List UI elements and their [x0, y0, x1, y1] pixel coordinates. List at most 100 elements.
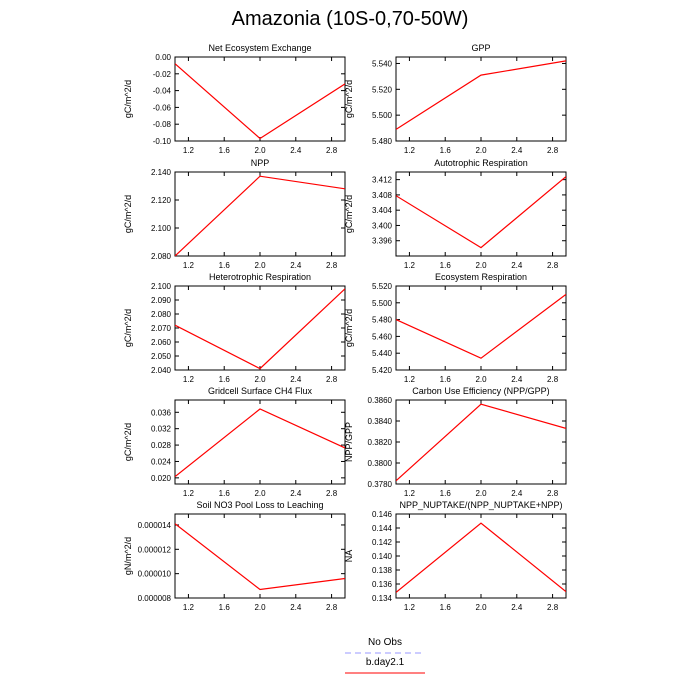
y-tick-label: 5.480 — [372, 316, 393, 325]
series-line — [396, 176, 566, 249]
y-tick-label: 5.460 — [372, 332, 393, 341]
legend-label: b.day2.1 — [366, 657, 405, 668]
x-tick-label: 2.0 — [475, 146, 487, 155]
x-tick-label: 2.8 — [547, 146, 559, 155]
y-tick-label: 0.134 — [372, 594, 393, 603]
y-axis-label: gC/m^2/d — [123, 195, 133, 233]
series-line — [175, 175, 345, 256]
panel-title: NPP — [251, 158, 270, 168]
x-tick-label: 2.8 — [547, 375, 559, 384]
series-line — [396, 60, 566, 130]
plot-frame — [174, 399, 346, 485]
y-tick-label: 0.144 — [372, 524, 393, 533]
y-tick-label: 2.050 — [151, 352, 172, 361]
y-tick-label: 0.142 — [372, 538, 393, 547]
legend: No Obs b.day2.1 — [345, 637, 425, 674]
x-tick-label: 2.8 — [547, 603, 559, 612]
x-tick-label: 1.6 — [219, 489, 231, 498]
x-tick-label: 1.6 — [440, 489, 452, 498]
panel-title: Autotrophic Respiration — [434, 158, 528, 168]
figure-title: Amazonia (10S-0,70-50W) — [231, 8, 469, 30]
panel-title: Heterotrophic Respiration — [209, 272, 311, 282]
x-tick-label: 1.6 — [440, 375, 452, 384]
x-tick-label: 1.2 — [183, 261, 195, 270]
chart-panel-9: Soil NO3 Pool Loss to Leaching gN/m^2/d 0.… — [123, 500, 346, 612]
y-axis-label: gN/m^2/d — [123, 537, 133, 575]
x-tick-label: 2.0 — [254, 375, 266, 384]
x-tick-label: 2.8 — [547, 489, 559, 498]
y-tick-label: 0.3820 — [368, 438, 393, 447]
x-tick-label: 2.0 — [475, 489, 487, 498]
chart-panel-6: Ecosystem Respiration gC/m^2/d 5.420 5.440 5… — [344, 272, 567, 384]
y-tick-label: 3.396 — [372, 237, 393, 246]
x-tick-label: 1.2 — [183, 375, 195, 384]
y-tick-label: -0.08 — [153, 120, 172, 129]
y-tick-label: 2.080 — [151, 252, 172, 261]
y-tick-label: 5.500 — [372, 299, 393, 308]
y-tick-label: 3.412 — [372, 176, 393, 185]
plot-frame — [395, 171, 567, 257]
plot-frame — [395, 56, 567, 142]
y-tick-label: 5.500 — [372, 111, 393, 120]
x-tick-label: 2.4 — [290, 375, 302, 384]
y-tick-label: 0.024 — [151, 457, 172, 466]
x-tick-label: 2.8 — [326, 146, 338, 155]
panel-title: Ecosystem Respiration — [435, 272, 527, 282]
x-tick-label: 1.2 — [404, 146, 416, 155]
y-tick-label: 0.146 — [372, 510, 393, 519]
y-tick-label: 0.000014 — [138, 521, 172, 530]
chart-panel-5: Heterotrophic Respiration gC/m^2/d 2.040 2.… — [123, 272, 346, 384]
x-tick-label: 1.6 — [219, 146, 231, 155]
chart-panel-8: Carbon Use Efficiency (NPP/GPP) NPP/GPP 0.… — [344, 386, 567, 498]
x-tick-label: 2.0 — [475, 261, 487, 270]
series-line — [396, 293, 566, 359]
y-tick-label: 0.3860 — [368, 396, 393, 405]
chart-panel-2: GPP gC/m^2/d 5.480 5.500 5.520 5.540 1.2 1.6 2.0… — [344, 43, 567, 155]
x-tick-label: 1.2 — [183, 603, 195, 612]
y-tick-label: 5.520 — [372, 282, 393, 291]
y-tick-label: 0.00 — [155, 53, 171, 62]
y-axis-label: NA — [344, 550, 354, 563]
chart-panel-4: Autotrophic Respiration gC/m^2/d 3.396 3.40… — [344, 158, 567, 270]
series-line — [396, 522, 566, 593]
y-axis-label: gC/m^2/d — [123, 309, 133, 347]
y-tick-label: 3.400 — [372, 221, 393, 230]
y-axis-label: NPP/GPP — [344, 422, 354, 462]
y-tick-label: 0.3800 — [368, 459, 393, 468]
plot-frame — [174, 285, 346, 371]
y-axis-label: gC/m^2/d — [344, 80, 354, 118]
x-tick-label: 1.2 — [404, 261, 416, 270]
y-tick-label: 5.520 — [372, 85, 393, 94]
y-tick-label: 0.036 — [151, 408, 172, 417]
x-tick-label: 2.4 — [290, 603, 302, 612]
x-tick-label: 1.2 — [183, 489, 195, 498]
x-tick-label: 2.8 — [326, 375, 338, 384]
x-tick-label: 2.8 — [326, 261, 338, 270]
y-tick-label: 5.420 — [372, 366, 393, 375]
y-tick-label: 2.100 — [151, 224, 172, 233]
y-axis-label: gC/m^2/d — [344, 309, 354, 347]
y-axis-label: gC/m^2/d — [123, 80, 133, 118]
panel-title: Net Ecosystem Exchange — [208, 43, 311, 53]
x-tick-label: 2.0 — [254, 261, 266, 270]
x-tick-label: 1.6 — [440, 603, 452, 612]
y-tick-label: 2.040 — [151, 366, 172, 375]
y-tick-label: 3.408 — [372, 191, 393, 200]
y-tick-label: -0.10 — [153, 137, 172, 146]
y-tick-label: 2.060 — [151, 338, 172, 347]
series-line — [175, 63, 345, 140]
panel-title: GPP — [471, 43, 490, 53]
series-line — [396, 403, 566, 482]
y-tick-label: 2.090 — [151, 296, 172, 305]
x-tick-label: 1.2 — [404, 375, 416, 384]
panel-title: Soil NO3 Pool Loss to Leaching — [196, 500, 323, 510]
legend-label: No Obs — [368, 637, 402, 648]
x-tick-label: 2.4 — [511, 603, 523, 612]
y-tick-label: -0.06 — [153, 103, 172, 112]
x-tick-label: 2.0 — [254, 603, 266, 612]
panel-title: Gridcell Surface CH4 Flux — [208, 386, 313, 396]
y-tick-label: 0.138 — [372, 566, 393, 575]
y-tick-label: 2.140 — [151, 168, 172, 177]
x-tick-label: 1.6 — [219, 261, 231, 270]
x-tick-label: 1.2 — [404, 489, 416, 498]
